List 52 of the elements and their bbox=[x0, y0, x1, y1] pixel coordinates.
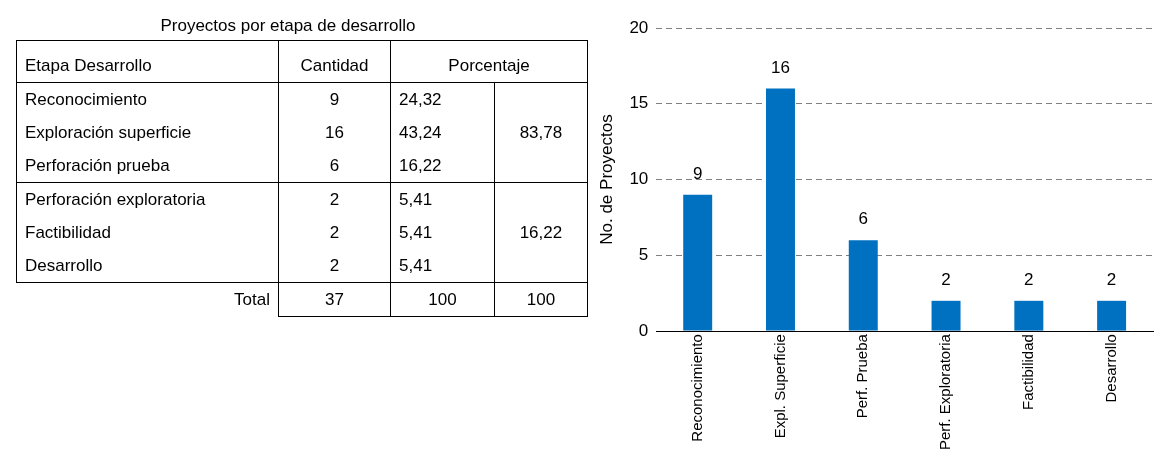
data-label: 6 bbox=[858, 209, 868, 229]
text: Proyectos por etapa de desarrollo bbox=[159, 16, 417, 36]
data-label: 16 bbox=[771, 57, 790, 77]
text: 83,78 bbox=[494, 82, 588, 183]
category-label: Perforación prueba bbox=[16, 149, 279, 183]
x-tick-label: Desarrollo bbox=[1101, 334, 1119, 403]
text: 16 bbox=[278, 116, 391, 149]
text: 100 bbox=[390, 282, 495, 317]
x-tick-label: Factibilidad bbox=[1018, 334, 1036, 410]
text: Cantidad bbox=[278, 40, 391, 83]
category-label: Perforación exploratoria bbox=[16, 182, 279, 216]
category-label: Reconocimiento bbox=[16, 82, 279, 116]
text: 24,32 bbox=[390, 82, 495, 116]
text: 100 bbox=[494, 282, 588, 317]
text: Total bbox=[16, 282, 279, 317]
bar bbox=[848, 240, 878, 331]
y-tick-label: 15 bbox=[629, 93, 649, 113]
category-label: Factibilidad bbox=[16, 216, 279, 249]
y-tick-label: 20 bbox=[629, 17, 649, 37]
text: Etapa Desarrollo bbox=[16, 40, 279, 83]
text: 16,22 bbox=[390, 149, 495, 183]
text: 2 bbox=[278, 249, 391, 283]
y-tick-label: 5 bbox=[638, 245, 649, 265]
text: 2 bbox=[278, 182, 391, 216]
x-tick-label: Perf. Exploratoria bbox=[936, 333, 954, 451]
x-tick-label: Perf. Prueba bbox=[853, 333, 871, 419]
data-label: 2 bbox=[1024, 269, 1034, 289]
bar bbox=[683, 194, 713, 331]
text: 6 bbox=[278, 149, 391, 183]
bar bbox=[766, 88, 795, 331]
text: Porcentaje bbox=[390, 40, 588, 83]
y-tick-label: 10 bbox=[629, 169, 649, 189]
text: 9 bbox=[278, 82, 391, 116]
text: 5,41 bbox=[390, 249, 495, 283]
y-tick-label: 0 bbox=[638, 320, 649, 340]
text: 5,41 bbox=[390, 216, 495, 249]
data-label: 9 bbox=[692, 163, 703, 183]
text: 2 bbox=[278, 216, 391, 249]
data-label: 2 bbox=[1106, 269, 1117, 289]
data-label: 2 bbox=[941, 269, 951, 289]
bar bbox=[931, 300, 961, 331]
text: 16,22 bbox=[494, 182, 588, 283]
x-tick-label: Expl. Superficie bbox=[770, 334, 788, 439]
x-tick-label: Reconocimiento bbox=[687, 334, 705, 442]
y-axis-title: No. de Proyectos bbox=[596, 114, 616, 245]
text: 43,24 bbox=[390, 116, 495, 149]
text: 37 bbox=[278, 282, 391, 317]
text: 5,41 bbox=[390, 182, 495, 216]
category-label: Desarrollo bbox=[16, 249, 279, 283]
bar bbox=[1097, 300, 1127, 331]
bar bbox=[1014, 300, 1044, 331]
category-label: Exploración superficie bbox=[16, 116, 279, 149]
